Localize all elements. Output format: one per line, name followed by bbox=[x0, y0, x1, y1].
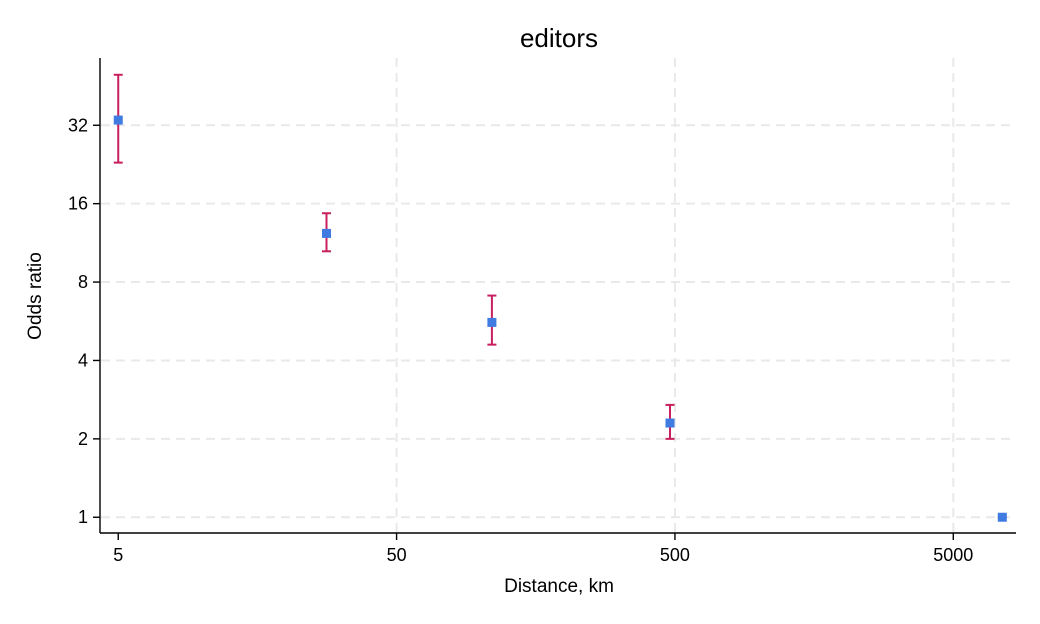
data-point-marker bbox=[487, 317, 497, 327]
x-tick-label: 5 bbox=[113, 545, 123, 565]
data-point-marker bbox=[321, 228, 331, 238]
y-tick-label: 32 bbox=[68, 115, 88, 135]
x-tick-label: 500 bbox=[660, 545, 690, 565]
marks bbox=[113, 73, 1007, 522]
x-tick-label: 50 bbox=[387, 545, 407, 565]
grid bbox=[101, 58, 1016, 532]
y-axis-label: Odds ratio bbox=[25, 252, 46, 340]
data-point-group bbox=[665, 403, 675, 440]
chart-title: editors bbox=[520, 23, 598, 53]
data-point-group bbox=[321, 212, 331, 253]
data-point-marker bbox=[113, 115, 123, 125]
y-tick-label: 2 bbox=[78, 429, 88, 449]
y-tick-label: 1 bbox=[78, 507, 88, 527]
data-point-marker bbox=[997, 512, 1007, 522]
data-point-group bbox=[997, 512, 1007, 522]
ticks: 1 2 4 8 16 32 5 50 500 5000 bbox=[68, 115, 973, 565]
x-axis-label: Distance, km bbox=[504, 576, 614, 597]
y-tick-label: 16 bbox=[68, 194, 88, 214]
x-tick-label: 5000 bbox=[933, 545, 973, 565]
y-tick-label: 8 bbox=[78, 272, 88, 292]
data-point-group bbox=[487, 294, 497, 346]
y-tick-label: 4 bbox=[78, 350, 88, 370]
data-point-marker bbox=[665, 418, 675, 428]
data-point-group bbox=[113, 73, 123, 164]
axes bbox=[99, 58, 1016, 534]
